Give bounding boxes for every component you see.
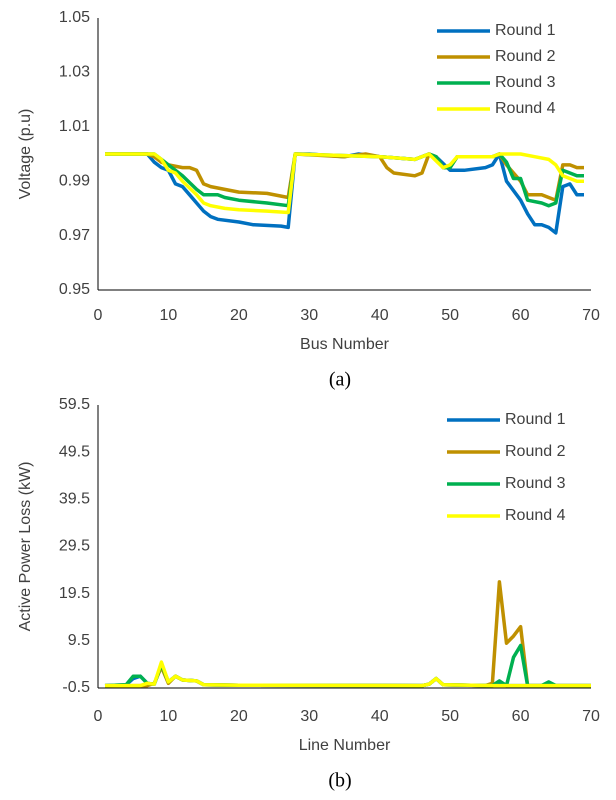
legend-label: Round 4 [505,507,566,524]
legend-label: Round 2 [505,443,566,460]
x-tick-label: 30 [300,307,318,324]
y-tick-label: 1.03 [59,64,90,81]
y-axis-title: Active Power Loss (kW) [17,462,34,632]
x-tick-label: 20 [230,307,248,324]
legend-label: Round 3 [495,74,556,91]
caption: (b) [328,770,351,792]
y-tick-label: 0.97 [59,227,90,244]
y-tick-label: 49.5 [59,443,90,460]
series-line [105,152,584,208]
legend-label: Round 1 [505,411,566,428]
x-tick-label: 50 [441,708,459,725]
series-line [104,662,591,688]
y-tick-label: 9.5 [68,632,90,649]
x-tick-label: 60 [512,708,530,725]
legend-label: Round 1 [495,22,556,39]
series-line [105,580,591,688]
x-tick-label: 10 [160,708,178,725]
y-axis-title: Voltage (p.u) [17,109,34,200]
x-tick-label: 0 [94,307,103,324]
x-tick-label: 40 [371,307,389,324]
x-axis-title: Bus Number [300,336,390,353]
x-tick-label: 30 [300,708,318,725]
x-tick-label: 40 [371,708,389,725]
y-tick-label: 0.99 [59,172,90,189]
y-tick-label: 19.5 [59,585,90,602]
x-tick-label: 70 [582,708,600,725]
y-tick-label: 1.05 [59,9,90,26]
x-tick-label: 10 [160,307,178,324]
x-axis-title: Line Number [299,737,391,754]
y-tick-label: 59.5 [59,396,90,413]
x-tick-label: 50 [441,307,459,324]
x-tick-label: 60 [512,307,530,324]
y-tick-label: -0.5 [62,679,90,696]
series-line [105,152,584,215]
legend-label: Round 3 [505,475,566,492]
y-tick-label: 29.5 [59,538,90,555]
legend-label: Round 2 [495,48,556,65]
y-tick-label: 39.5 [59,491,90,508]
x-tick-label: 70 [582,307,600,324]
x-tick-label: 20 [230,708,248,725]
y-tick-label: 0.95 [59,281,90,298]
legend-label: Round 4 [495,100,556,117]
series-line [104,643,591,688]
x-tick-label: 0 [94,708,103,725]
caption: (a) [329,369,351,391]
series-line [105,660,591,688]
y-tick-label: 1.01 [59,118,90,135]
